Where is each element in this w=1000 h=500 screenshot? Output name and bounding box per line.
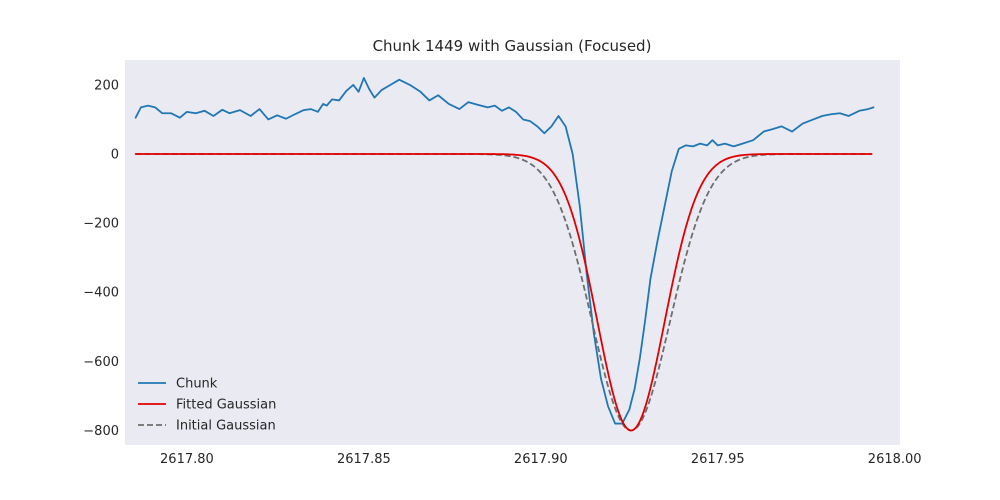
series-layer (134, 77, 875, 432)
series-line-chunk (134, 77, 875, 425)
x-tick-label: 2618.00 (868, 452, 922, 467)
y-tick-label: −200 (83, 217, 119, 232)
y-axis: 200 0 −200 −400 −600 −800 (83, 78, 119, 439)
x-tick-label: 2617.85 (337, 452, 391, 467)
legend-label: Fitted Gaussian (176, 398, 276, 413)
series-line-fitted-gaussian (134, 153, 873, 432)
legend-label: Chunk (176, 377, 218, 392)
x-axis: 2617.80 2617.85 2617.90 2617.95 2618.00 (160, 452, 922, 467)
y-tick-label: 200 (94, 78, 119, 93)
x-tick-label: 2617.95 (691, 452, 745, 467)
legend-label: Initial Gaussian (176, 419, 276, 434)
y-tick-label: −400 (83, 286, 119, 301)
y-tick-label: −600 (83, 355, 119, 370)
chart-title: Chunk 1449 with Gaussian (Focused) (373, 37, 652, 55)
y-tick-label: −800 (83, 424, 119, 439)
x-tick-label: 2617.80 (160, 452, 214, 467)
y-tick-label: 0 (111, 148, 119, 163)
x-tick-label: 2617.90 (514, 452, 568, 467)
legend: Chunk Fitted Gaussian Initial Gaussian (138, 377, 276, 434)
plot-area (125, 60, 900, 445)
